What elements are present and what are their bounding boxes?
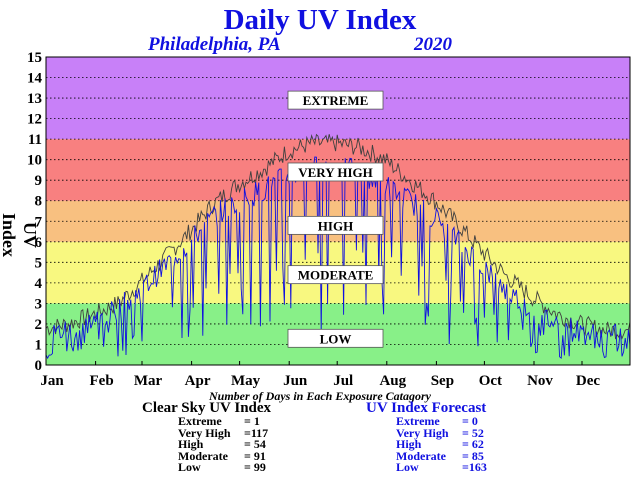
x-tick-label: Sep (431, 373, 454, 389)
x-tick-label: Jan (40, 373, 64, 389)
clear-sky-stats: Extreme = 1 Very High =117 High = 54 Modera… (178, 414, 269, 474)
plot-frame (45, 56, 631, 366)
band-label: MODERATE (298, 268, 374, 283)
stat-label: High (396, 437, 422, 452)
forecast-row-very-high: Very High = 52 (396, 425, 487, 440)
forecast-row-moderate: Moderate = 85 (396, 448, 487, 463)
y-tick-label: 15 (27, 50, 42, 66)
stat-value: = 0 (462, 414, 478, 428)
stat-label: Extreme (396, 414, 440, 428)
band-label-box (287, 265, 384, 285)
forecast-row-high: High = 62 (396, 437, 487, 452)
clear-sky-row-low: Low = 99 (178, 462, 268, 474)
stat-label: Extreme (178, 414, 222, 428)
stat-value: = 91 (244, 448, 266, 463)
band-label: EXTREME (303, 93, 369, 108)
y-tick-label: 14 (27, 71, 43, 87)
y-tick-label: 10 (27, 153, 42, 169)
y-tick-label: 2 (35, 317, 43, 333)
y-tick-label: 7 (35, 214, 43, 230)
stat-label: Low (178, 460, 201, 475)
forecast-row-extreme: Extreme = 0 (396, 414, 487, 428)
band-label: VERY HIGH (298, 165, 373, 180)
band-label-box (287, 162, 384, 182)
y-tick-label: 0 (35, 358, 43, 374)
x-tick-label: Dec (576, 373, 600, 389)
y-tick-label: 1 (35, 337, 43, 353)
x-tick-label: Oct (479, 373, 502, 389)
stat-value: =163 (462, 460, 487, 475)
chart-year: 2020 (414, 34, 452, 55)
x-axis-caption: Number of Days in Each Exposure Catagory (208, 389, 432, 403)
x-tick-label: May (231, 373, 261, 389)
stat-label: Very High (178, 425, 231, 440)
x-tick-label: Feb (90, 373, 114, 389)
stat-value: = 85 (462, 448, 484, 463)
stat-value: = 62 (462, 437, 484, 452)
stat-label: Moderate (178, 448, 228, 463)
band-label-box (287, 215, 384, 235)
x-tick-label: Mar (134, 373, 163, 389)
x-tick-label: Jul (333, 373, 353, 389)
stat-label: High (178, 437, 204, 452)
stat-label: Low (396, 460, 419, 475)
stat-value: =117 (244, 425, 269, 440)
x-tick-label: Jun (283, 373, 308, 389)
y-tick-label: 9 (35, 173, 43, 189)
y-tick-label: 11 (28, 132, 42, 148)
chart-title: Daily UV Index (223, 4, 417, 36)
y-tick-label: 8 (35, 194, 43, 210)
forecast-stats-title: UV Index Forecast (366, 400, 487, 416)
y-tick-label: 13 (27, 91, 42, 107)
x-tick-label: Apr (185, 373, 211, 389)
stat-label: Very High (396, 425, 449, 440)
clear-sky-row-moderate: Moderate = 91 (178, 448, 268, 463)
x-tick-label: Aug (379, 373, 406, 389)
clear-sky-row-extreme: Extreme = 1 (178, 414, 268, 428)
stat-value: = 1 (244, 414, 260, 428)
y-tick-label: 3 (35, 296, 43, 312)
clear-sky-stats-title: Clear Sky UV Index (142, 400, 272, 416)
band-label: HIGH (318, 218, 353, 233)
y-tick-label: 5 (35, 255, 43, 271)
y-tick-label: 4 (35, 276, 43, 292)
clear-sky-row-very-high: Very High =117 (178, 425, 269, 440)
x-tick-label: Nov (527, 373, 553, 389)
band-label: LOW (320, 331, 352, 346)
stat-label: Moderate (396, 448, 446, 463)
stat-value: = 99 (244, 460, 266, 475)
y-tick-label: 12 (27, 112, 42, 128)
stat-value: = 54 (244, 437, 266, 452)
forecast-stats: Extreme = 0 Very High = 52 High = 62 Modera… (396, 414, 487, 474)
stat-value: = 52 (462, 425, 484, 440)
y-tick-label: 6 (35, 235, 43, 251)
forecast-row-low: Low =163 (396, 462, 487, 474)
clear-sky-row-high: High = 54 (178, 437, 268, 452)
chart-location: Philadelphia, PA (148, 34, 281, 55)
band-label-box (287, 90, 384, 110)
band-label-box (287, 328, 384, 348)
